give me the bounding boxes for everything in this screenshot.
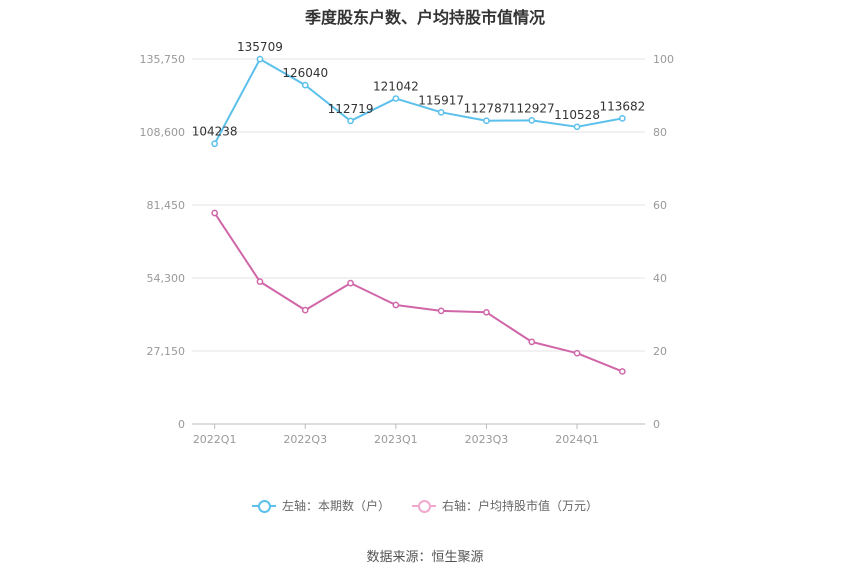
households-line	[213, 58, 623, 145]
households-data-label: 112787	[464, 102, 510, 116]
households-point	[347, 117, 354, 125]
left-axis-tick-label: 27,150	[147, 345, 186, 358]
avg-holding-point	[528, 338, 536, 346]
chart-legend: 左轴：本期数（户） 右轴：户均持股市值（万元）	[0, 497, 850, 514]
households-point	[528, 117, 536, 124]
legend-swatch-avg-holding	[412, 499, 436, 513]
legend-item-avg-holding[interactable]: 右轴：户均持股市值（万元）	[412, 497, 598, 514]
households-point	[619, 114, 626, 122]
avg-holding-point	[483, 308, 490, 316]
households-data-label: 113682	[599, 99, 645, 113]
legend-label-households: 左轴：本期数（户）	[281, 499, 390, 513]
avg-holding-point	[392, 301, 400, 309]
avg-holding-line	[213, 212, 623, 373]
legend-item-households[interactable]: 左轴：本期数（户）	[251, 497, 390, 514]
households-point	[301, 81, 309, 89]
left-axis-tick-label: 0	[178, 418, 185, 431]
right-axis-tick-label: 40	[653, 272, 667, 285]
data-source: 数据来源：恒生聚源	[366, 550, 484, 565]
avg-holding-point	[256, 278, 264, 285]
right-axis-tick-label: 80	[653, 126, 667, 139]
left-axis-tick-label: 135,750	[140, 53, 186, 66]
legend-label-avg-holding: 右轴：户均持股市值（万元）	[442, 499, 599, 513]
avg-holding-point	[347, 279, 354, 287]
households-data-label: 112927	[509, 101, 555, 115]
households-data-label: 126040	[282, 66, 328, 80]
households-data-label: 110528	[554, 108, 600, 122]
avg-holding-point	[437, 307, 445, 315]
households-data-label: 135709	[237, 40, 283, 54]
right-axis-tick-label: 100	[653, 53, 674, 66]
left-axis-tick-label: 54,300	[147, 272, 186, 285]
households-data-label: 121042	[373, 80, 419, 94]
avg-holding-point	[211, 209, 218, 217]
households-point	[573, 123, 581, 131]
x-axis-tick-label: 2022Q3	[283, 433, 327, 446]
households-point	[483, 117, 490, 125]
households-point	[256, 55, 264, 63]
left-axis-tick-label: 108,600	[140, 126, 186, 139]
x-axis-tick-label: 2024Q1	[555, 433, 599, 446]
left-axis-tick-label: 81,450	[147, 199, 186, 212]
avg-holding-point	[619, 368, 626, 375]
households-point	[392, 95, 400, 102]
households-point	[211, 140, 218, 148]
avg-holding-point	[573, 349, 581, 357]
x-axis-tick-label: 2023Q3	[465, 433, 509, 446]
households-point	[437, 108, 445, 116]
right-axis-tick-label: 0	[653, 418, 660, 431]
legend-swatch-households	[251, 499, 276, 513]
households-data-label: 115917	[418, 93, 464, 107]
x-axis-tick-label: 2022Q1	[193, 433, 237, 446]
right-axis-tick-label: 60	[653, 199, 667, 212]
right-axis-tick-label: 20	[653, 345, 667, 358]
chart-title: 季度股东户数、户均持股市值情况	[304, 8, 545, 27]
avg-holding-point	[301, 306, 309, 314]
x-axis-tick-label: 2023Q1	[374, 433, 418, 446]
households-data-label: 112719	[328, 102, 374, 116]
households-data-label: 104238	[192, 125, 238, 139]
